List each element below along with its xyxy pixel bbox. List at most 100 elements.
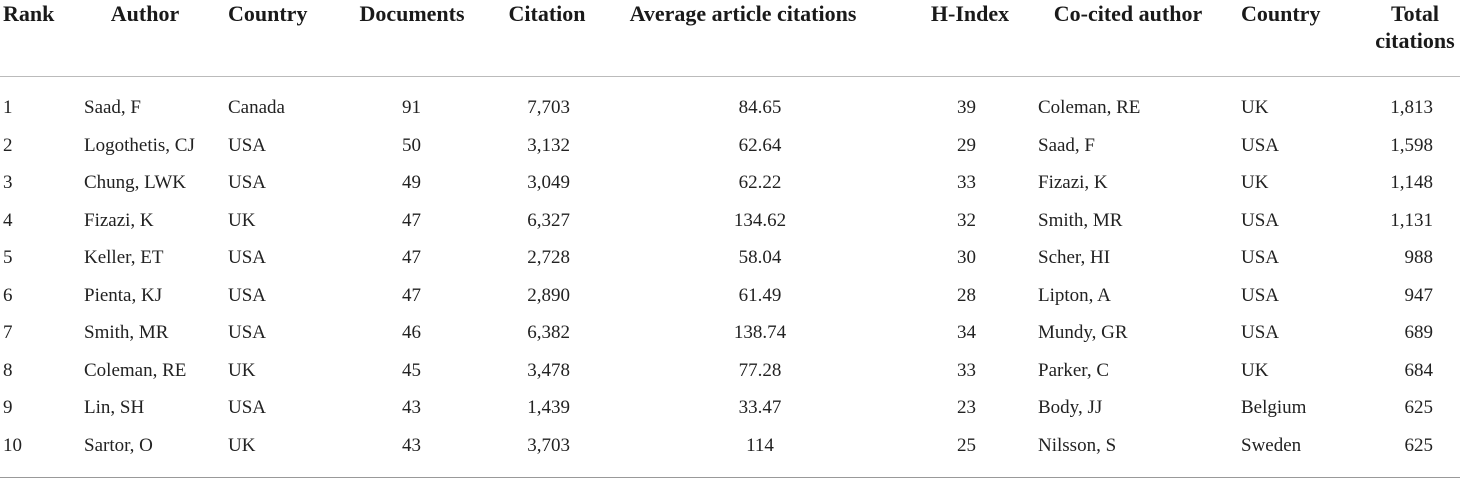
table-cell: 23 [957, 397, 976, 418]
table-cell: Smith, MR [84, 322, 169, 343]
table-cell: 1 [3, 97, 13, 118]
column-header: Country [228, 1, 308, 26]
table-cell: UK [1241, 172, 1269, 193]
table-cell: UK [228, 359, 256, 381]
table-cell: Scher, HI [1038, 247, 1111, 268]
table-cell: USA [1241, 134, 1280, 156]
table-cell: USA [228, 322, 267, 343]
table-cell: Sartor, O [84, 434, 153, 456]
table-cell: 3 [3, 172, 13, 193]
table-cell: Logothetis, CJ [84, 134, 195, 156]
table-cell: 684 [1404, 359, 1434, 381]
table-cell: 29 [957, 134, 976, 156]
table-cell: 77.28 [738, 359, 782, 381]
table-cell: 3,049 [527, 172, 570, 193]
table-cell: 689 [1404, 322, 1434, 343]
column-header: Documents [359, 1, 465, 26]
table-cell: 134.62 [733, 209, 787, 231]
table-cell: 58.04 [738, 247, 782, 268]
table-cell: USA [1241, 322, 1280, 343]
table-cell: 62.64 [738, 134, 782, 156]
column-header: Co-cited author [1053, 1, 1203, 26]
table-cell: 49 [402, 172, 421, 193]
column-header: Author [110, 1, 180, 26]
bottom-rule [0, 477, 1460, 478]
table-cell: 7,703 [527, 97, 570, 118]
table-cell: 84.65 [738, 97, 782, 118]
table-cell: 1,598 [1390, 134, 1433, 156]
table-cell: USA [1241, 284, 1280, 306]
table-cell: USA [228, 172, 267, 193]
table-cell: 61.49 [738, 284, 782, 306]
table-cell: Pienta, KJ [84, 284, 163, 306]
table-cell: UK [1241, 359, 1269, 381]
table-cell: 50 [402, 134, 421, 156]
table-cell: 47 [402, 209, 421, 231]
table-cell: USA [228, 247, 267, 268]
table-cell: UK [1241, 97, 1269, 118]
column-header: Rank [3, 1, 55, 26]
header-rule [0, 76, 1460, 77]
column-header: H-Index [930, 1, 1010, 26]
table-cell: Nilsson, S [1038, 434, 1117, 456]
table-cell: Lin, SH [84, 397, 145, 418]
table-cell: USA [1241, 209, 1280, 231]
table-cell: Body, JJ [1038, 397, 1103, 418]
table-cell: 1,813 [1390, 97, 1433, 118]
table-cell: Coleman, RE [1038, 97, 1141, 118]
table-cell: 47 [402, 284, 421, 306]
table-cell: Parker, C [1038, 359, 1109, 381]
table-cell: 34 [957, 322, 976, 343]
table-cell: 33.47 [738, 397, 782, 418]
table-cell: 6,327 [527, 209, 570, 231]
table-cell: 91 [402, 97, 421, 118]
table-cell: UK [228, 209, 256, 231]
table-cell: 46 [402, 322, 421, 343]
table-cell: 10 [3, 434, 22, 456]
column-header: Citation [508, 1, 586, 26]
table-cell: 1,148 [1390, 172, 1433, 193]
table-cell: Keller, ET [84, 247, 164, 268]
table-cell: 47 [402, 247, 421, 268]
table-cell: Mundy, GR [1038, 322, 1128, 343]
table-cell: 6,382 [527, 322, 570, 343]
table-cell: 2 [3, 134, 13, 156]
table-cell: 8 [3, 359, 13, 381]
column-header: Country [1241, 1, 1321, 26]
table-cell: USA [1241, 247, 1280, 268]
table-cell: Chung, LWK [84, 172, 187, 193]
table-cell: 625 [1404, 434, 1434, 456]
table-cell: 1,439 [527, 397, 570, 418]
column-header: Total citations [1375, 1, 1455, 53]
table-cell: USA [228, 284, 267, 306]
table-cell: 2,728 [527, 247, 570, 268]
table-cell: 947 [1404, 284, 1434, 306]
table-cell: Smith, MR [1038, 209, 1123, 231]
table-cell: Saad, F [1038, 134, 1095, 156]
table-cell: Saad, F [84, 97, 141, 118]
table-cell: 1,131 [1390, 209, 1433, 231]
table-cell: 45 [402, 359, 421, 381]
table-cell: 625 [1404, 397, 1434, 418]
table-cell: 3,132 [527, 134, 570, 156]
table-cell: 28 [957, 284, 976, 306]
table-cell: 114 [746, 434, 774, 456]
table-cell: 32 [957, 209, 976, 231]
table-cell: Coleman, RE [84, 359, 187, 381]
table-cell: 39 [957, 97, 976, 118]
table-cell: 138.74 [733, 322, 787, 343]
table-cell: 6 [3, 284, 13, 306]
table-cell: 3,703 [527, 434, 570, 456]
table-cell: 5 [3, 247, 13, 268]
table-cell: 2,890 [527, 284, 570, 306]
table-cell: 988 [1404, 247, 1434, 268]
table-cell: Lipton, A [1038, 284, 1111, 306]
table-cell: 30 [957, 247, 976, 268]
table-cell: USA [228, 134, 267, 156]
table-cell: Belgium [1241, 397, 1307, 418]
table-cell: UK [228, 434, 256, 456]
table-cell: 33 [957, 359, 976, 381]
table-cell: Sweden [1241, 434, 1302, 456]
table-cell: USA [228, 397, 267, 418]
